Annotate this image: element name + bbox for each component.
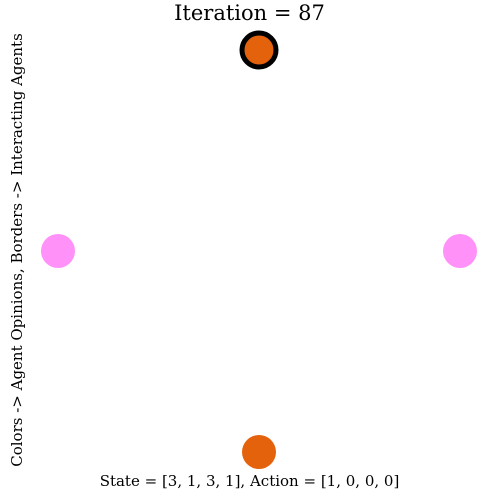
- agent-right-node: [443, 234, 477, 268]
- agent-bottom-node: [242, 435, 276, 469]
- agent-top-node: [239, 30, 279, 70]
- iteration-title: Iteration = 87: [174, 1, 325, 25]
- agent-left-node: [41, 234, 75, 268]
- agents-layer: [41, 30, 477, 469]
- state-action-label: State = [3, 1, 3, 1], Action = [1, 0, 0,…: [99, 472, 400, 490]
